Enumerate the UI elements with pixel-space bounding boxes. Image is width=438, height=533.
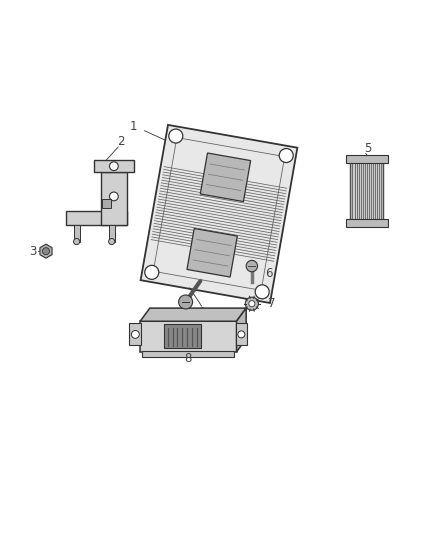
Circle shape bbox=[74, 238, 80, 245]
Polygon shape bbox=[200, 153, 251, 201]
Polygon shape bbox=[187, 229, 237, 277]
Circle shape bbox=[131, 330, 139, 338]
Circle shape bbox=[42, 248, 49, 255]
Text: 6: 6 bbox=[265, 266, 273, 280]
Bar bbox=[346, 155, 388, 163]
Circle shape bbox=[238, 331, 245, 338]
Circle shape bbox=[110, 162, 118, 171]
Text: 5: 5 bbox=[364, 142, 371, 155]
Circle shape bbox=[279, 149, 293, 163]
Polygon shape bbox=[66, 211, 127, 225]
Circle shape bbox=[179, 295, 193, 309]
Text: 8: 8 bbox=[185, 352, 192, 365]
Circle shape bbox=[246, 260, 258, 272]
Text: 1: 1 bbox=[130, 120, 138, 133]
Bar bbox=[140, 321, 237, 352]
Bar bbox=[129, 324, 141, 345]
Polygon shape bbox=[140, 308, 246, 321]
Bar bbox=[102, 199, 111, 208]
Polygon shape bbox=[141, 125, 297, 303]
Circle shape bbox=[255, 285, 269, 299]
Bar bbox=[109, 225, 115, 241]
Circle shape bbox=[249, 301, 255, 307]
Bar bbox=[142, 351, 234, 357]
Circle shape bbox=[169, 129, 183, 143]
Circle shape bbox=[245, 297, 258, 310]
Polygon shape bbox=[237, 308, 246, 352]
Bar bbox=[346, 219, 388, 227]
Bar bbox=[350, 159, 383, 223]
Bar bbox=[236, 324, 247, 345]
Text: 3: 3 bbox=[29, 245, 36, 257]
Circle shape bbox=[145, 265, 159, 279]
Polygon shape bbox=[101, 172, 127, 225]
Bar bbox=[164, 324, 201, 349]
Circle shape bbox=[110, 192, 118, 201]
Text: 7: 7 bbox=[268, 297, 276, 310]
Polygon shape bbox=[40, 244, 52, 258]
Polygon shape bbox=[94, 160, 134, 172]
Text: 2: 2 bbox=[117, 135, 124, 148]
Bar bbox=[74, 225, 80, 241]
Circle shape bbox=[109, 238, 115, 245]
Text: 4: 4 bbox=[198, 306, 205, 319]
